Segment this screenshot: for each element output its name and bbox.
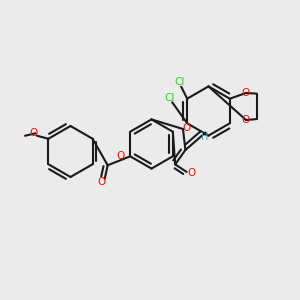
Text: O: O xyxy=(242,115,250,125)
Text: Cl: Cl xyxy=(165,93,175,103)
Text: H: H xyxy=(201,132,208,142)
Text: O: O xyxy=(116,151,124,161)
Text: O: O xyxy=(242,88,250,98)
Text: O: O xyxy=(29,128,38,138)
Text: O: O xyxy=(97,177,105,188)
Text: Cl: Cl xyxy=(175,77,185,87)
Text: O: O xyxy=(187,168,195,178)
Text: O: O xyxy=(182,123,191,133)
